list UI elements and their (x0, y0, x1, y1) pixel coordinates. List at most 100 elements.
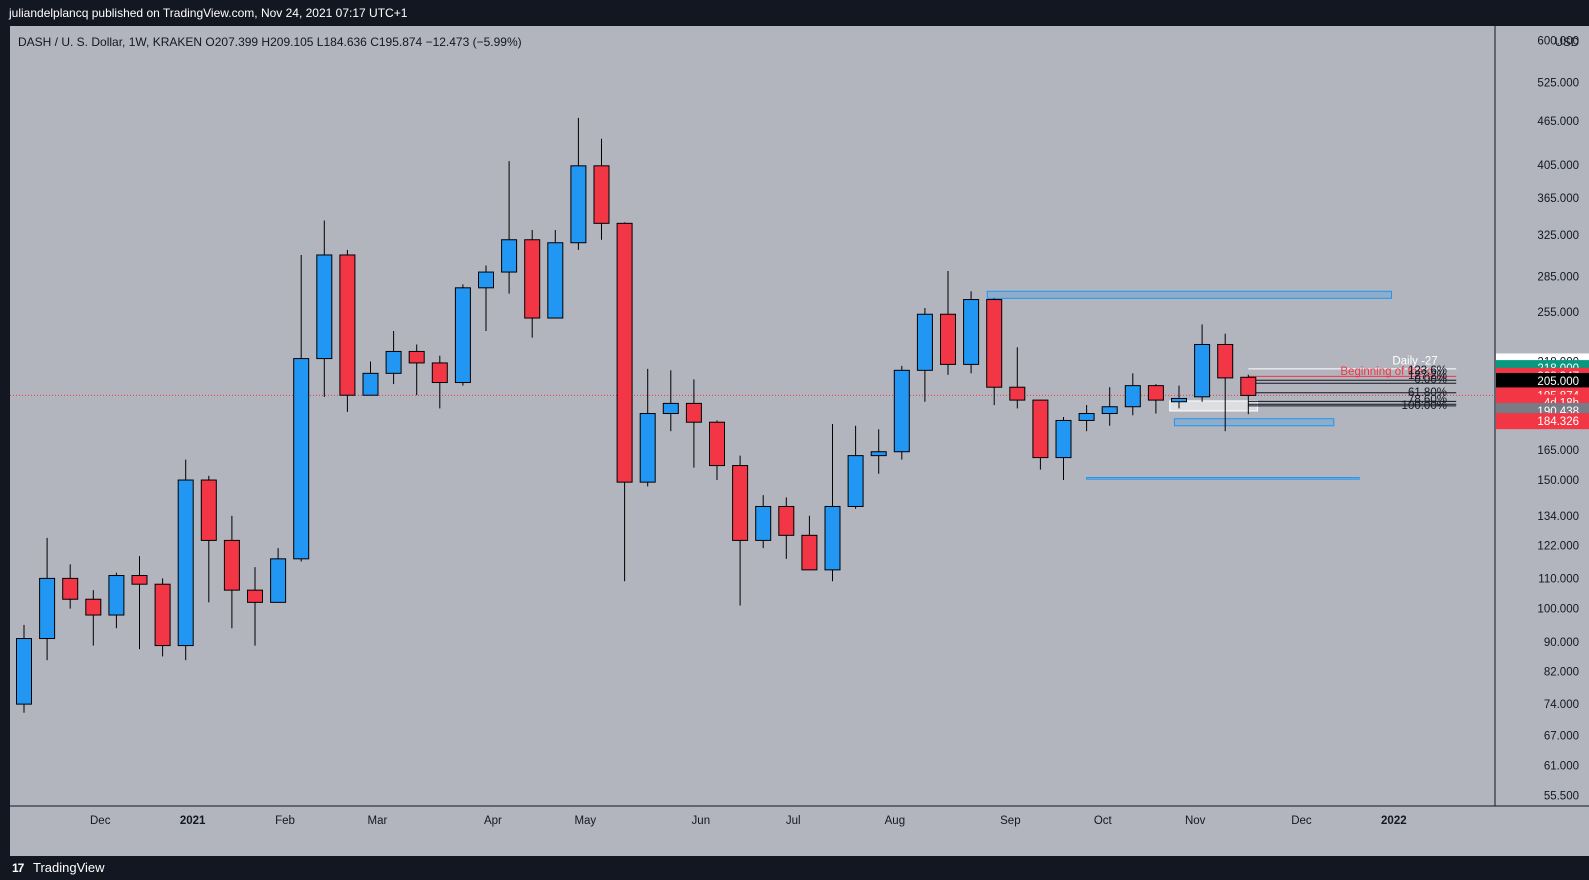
candle-9 (223, 515, 240, 629)
candle-41 (963, 291, 980, 374)
candle-body-up (639, 413, 656, 483)
y-tick-label-16: 82.000 (1544, 667, 1579, 679)
y-tick-label-10: 150.000 (1537, 475, 1579, 487)
y-unit-label: USD (1555, 37, 1579, 49)
candle-body-up (385, 350, 402, 374)
candle-28 (662, 370, 679, 432)
candle-52 (1217, 333, 1234, 432)
annotation-0: Daily -27 (1392, 356, 1437, 368)
candle-4 (108, 572, 125, 629)
zone-box-1 (1173, 418, 1335, 427)
candle-body-up (870, 451, 887, 457)
candle-39 (916, 308, 933, 402)
candle-body-up (570, 165, 587, 244)
candle-body-down (685, 402, 702, 423)
candle-48 (1124, 373, 1141, 416)
candle-53 (1240, 374, 1257, 415)
candle-body-down (1217, 343, 1234, 379)
candle-24 (570, 117, 587, 250)
candle-15 (362, 361, 379, 396)
candle-0 (16, 624, 32, 713)
y-tick-label-15: 90.000 (1544, 637, 1579, 649)
candle-body-up (39, 577, 56, 640)
y-tick-label-9: 165.000 (1537, 445, 1579, 457)
annotation-2: 123.6% (1408, 365, 1447, 377)
x-tick-label-2: Feb (275, 815, 295, 827)
candle-33 (778, 497, 795, 559)
candle-38 (893, 365, 910, 460)
annotation-5: 61.80% (1408, 387, 1447, 399)
candle-27 (639, 368, 656, 487)
candle-26 (616, 222, 633, 582)
highlight-box (1169, 400, 1259, 412)
candle-body-down (801, 534, 818, 571)
y-tick-label-4: 365.000 (1537, 193, 1579, 205)
candle-body-down (732, 465, 749, 541)
plot-background (10, 26, 1589, 856)
candle-body-up (963, 299, 980, 365)
published-text: juliandelplancq published on TradingView… (9, 6, 408, 20)
candle-body-down (223, 539, 240, 591)
x-tick-label-4: Apr (484, 815, 502, 827)
y-tick-label-2: 465.000 (1537, 116, 1579, 128)
x-tick-label-12: Dec (1291, 815, 1312, 827)
candle-body-down (524, 239, 541, 319)
price-tag-bg (1496, 372, 1589, 389)
y-tick-label-18: 67.000 (1544, 731, 1579, 743)
x-tick-label-9: Sep (1000, 815, 1020, 827)
candle-body-up (755, 505, 772, 541)
candle-body-down (709, 421, 725, 467)
symbol-legend: DASH / U. S. Dollar, 1W, KRAKEN O207.399… (18, 35, 522, 49)
candle-body-up (847, 455, 864, 507)
candle-body-down (986, 299, 1003, 388)
candle-3 (85, 590, 102, 646)
candle-1 (39, 537, 56, 661)
candle-35 (824, 423, 841, 582)
published-header: juliandelplancq published on TradingView… (0, 0, 1589, 26)
candle-21 (501, 161, 518, 294)
candle-body-up (1171, 397, 1187, 403)
candle-18 (431, 355, 448, 409)
candle-7 (177, 459, 194, 661)
candle-body-up (662, 402, 679, 415)
y-tick-label-3: 405.000 (1537, 160, 1579, 172)
candle-body-up (1194, 343, 1211, 398)
zone-box-2 (1086, 477, 1360, 480)
candle-2 (62, 564, 79, 609)
candle-32 (755, 495, 772, 549)
price-tag-label: 205.000 (1537, 376, 1579, 388)
candle-body-down (62, 577, 79, 600)
x-tick-label-11: Nov (1185, 815, 1206, 827)
x-tick-label-1: 2021 (180, 815, 206, 827)
candle-body-up (362, 372, 379, 396)
zone-box-0 (986, 290, 1393, 299)
candle-body-up (547, 242, 564, 319)
candle-49 (1147, 384, 1164, 414)
x-tick-label-8: Aug (885, 815, 905, 827)
y-tick-label-19: 61.000 (1544, 760, 1579, 772)
candle-body-up (270, 558, 287, 603)
candle-body-up (1055, 419, 1072, 459)
y-tick-label-7: 255.000 (1537, 307, 1579, 319)
y-tick-label-12: 122.000 (1537, 541, 1579, 553)
annotation-6: 78.60% (1408, 394, 1447, 406)
x-tick-label-6: Jun (692, 815, 711, 827)
candle-body-up (177, 479, 194, 647)
candle-body-down (1009, 386, 1026, 401)
candle-36 (847, 425, 864, 509)
x-tick-label-13: 2022 (1381, 815, 1407, 827)
candle-47 (1101, 387, 1118, 426)
candle-22 (524, 229, 541, 338)
y-tick-label-20: 55.500 (1544, 790, 1579, 802)
chart-area[interactable]: Daily -27 Beginning of the d 123.6% 127.2% 0… (10, 26, 1589, 856)
candle-body-up (478, 271, 494, 289)
price-tag-label: 184.326 (1537, 416, 1579, 428)
candle-body-up (1078, 413, 1095, 421)
candle-body-up (501, 239, 518, 273)
candle-body-down (85, 598, 102, 616)
annotation-4: 0.00% (1414, 374, 1447, 386)
y-tick-label-14: 100.000 (1537, 604, 1579, 616)
candle-body-down (593, 165, 610, 224)
tradingview-logo-icon: 17 (12, 861, 24, 875)
